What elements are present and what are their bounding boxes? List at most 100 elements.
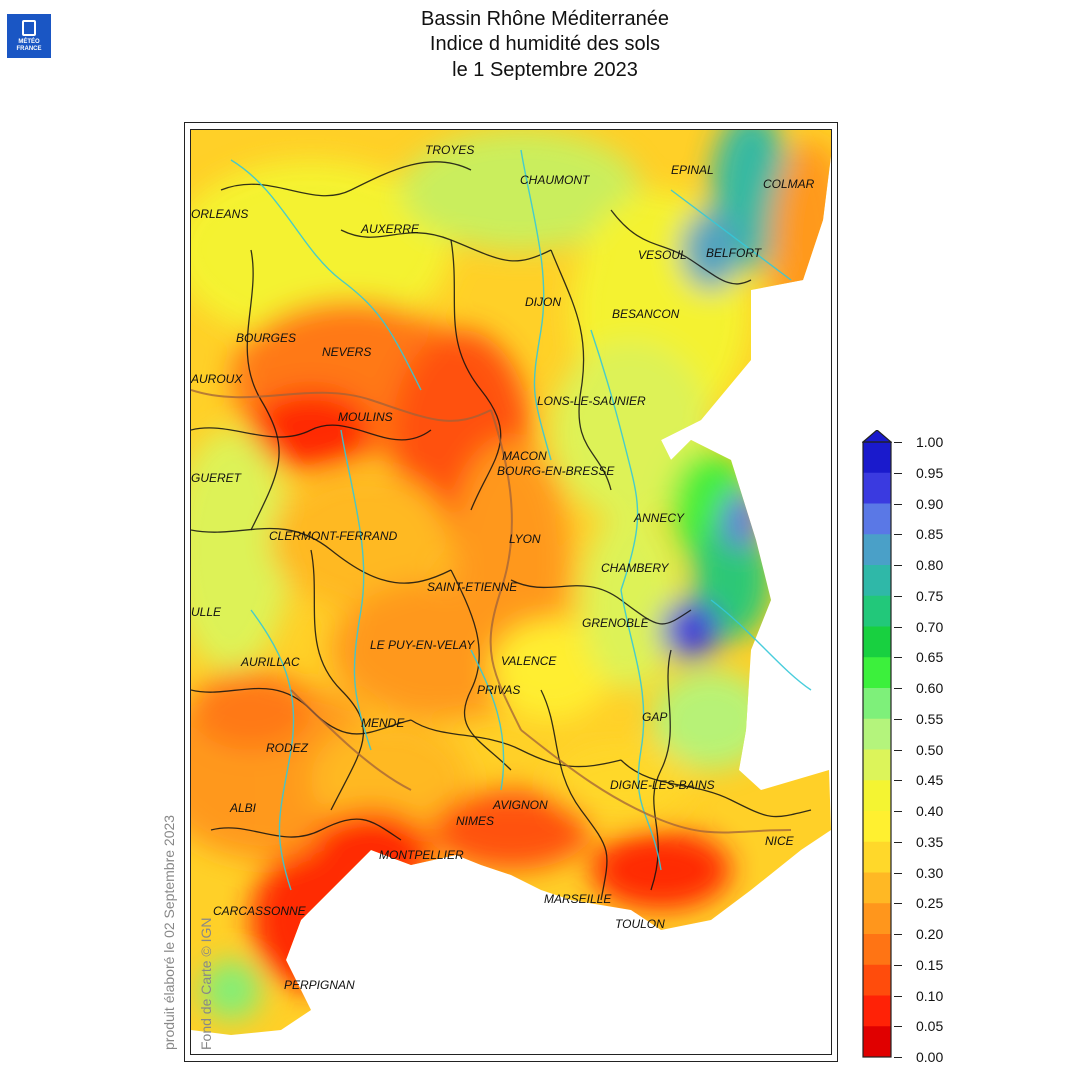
legend-color-cell	[863, 964, 891, 996]
title-line-1: Bassin Rhône Méditerranée	[421, 8, 669, 30]
city-label: COLMAR	[763, 177, 815, 191]
city-label: BESANCON	[612, 307, 680, 321]
city-label: MOULINS	[338, 410, 393, 424]
title-line-3: le 1 Septembre 2023	[452, 59, 638, 81]
city-label: PRIVAS	[477, 683, 521, 697]
legend-tick	[894, 534, 902, 536]
legend-tick-label: 0.85	[916, 526, 944, 543]
city-label: NEVERS	[322, 345, 372, 359]
legend-color-cell	[863, 1026, 891, 1058]
legend-color-cell	[863, 811, 891, 843]
legend-color-cell	[863, 688, 891, 720]
legend-tick-label: 0.95	[916, 464, 944, 481]
legend-tick-label: 0.30	[916, 864, 944, 881]
legend-tick-label: 0.40	[916, 803, 944, 819]
city-label: AURILLAC	[241, 655, 300, 669]
city-label: MONTPELLIER	[379, 848, 464, 862]
legend-tick	[894, 565, 902, 566]
legend-colorbar	[862, 430, 892, 1058]
legend-color-cell	[863, 872, 891, 904]
city-label: ULLE	[191, 605, 222, 619]
legend-color-cell	[863, 657, 891, 689]
city-label: LONS-LE-SAUNIER	[537, 394, 646, 408]
legend-tick-label: 0.15	[916, 956, 944, 973]
map-frame: TROYES CHAUMONT EPINAL COLMAR ORLEANS AU…	[184, 122, 838, 1062]
legend-tick	[894, 811, 902, 812]
legend-tick	[894, 964, 902, 966]
city-label: PERPIGNAN	[284, 978, 355, 992]
legend-color-cell	[863, 595, 891, 627]
meteo-france-logo: MÉTÉO FRANCE	[7, 14, 51, 58]
legend-tick-label: 1.00	[916, 434, 944, 450]
legend-tick	[894, 780, 902, 782]
city-label: ORLEANS	[191, 207, 249, 221]
legend-tick	[894, 995, 902, 997]
legend-color-cell	[863, 749, 891, 781]
legend-tick	[894, 749, 902, 751]
legend-tick	[894, 595, 902, 597]
legend-tick-label: 0.80	[916, 557, 944, 573]
legend-tick	[894, 503, 902, 505]
legend-arrow-icon	[862, 430, 892, 443]
legend-tick-label: 0.75	[916, 587, 944, 604]
legend-color-cell	[863, 903, 891, 935]
city-label: CHAUMONT	[520, 173, 590, 187]
city-label: DIGNE-LES-BAINS	[610, 778, 715, 792]
city-label: GRENOBLE	[582, 616, 649, 630]
city-label: GUERET	[191, 471, 242, 485]
legend-tick-label: 0.60	[916, 680, 944, 696]
legend-tick	[894, 1026, 902, 1028]
legend-color-cell	[863, 472, 891, 504]
legend-tick-label: 0.20	[916, 926, 944, 942]
city-label: DIJON	[525, 295, 561, 309]
legend-color-cell	[863, 841, 891, 873]
legend-tick	[894, 472, 902, 474]
legend-tick	[894, 1057, 902, 1058]
city-label: NICE	[765, 834, 794, 848]
city-label: SAINT-ETIENNE	[427, 580, 518, 594]
legend-color-cell	[863, 442, 891, 474]
map-area: TROYES CHAUMONT EPINAL COLMAR ORLEANS AU…	[190, 129, 832, 1055]
city-label: VALENCE	[501, 654, 557, 668]
legend-tick-label: 0.90	[916, 495, 944, 512]
logo-icon	[22, 20, 36, 36]
legend-color-cell	[863, 934, 891, 966]
city-label: ANNECY	[634, 511, 685, 525]
city-label: CHAMBERY	[601, 561, 669, 575]
city-label: AVIGNON	[493, 798, 548, 812]
title-line-2: Indice d humidité des sols	[429, 33, 661, 55]
legend-tick	[894, 903, 902, 905]
legend-tick	[894, 718, 902, 720]
legend-color-cell	[863, 565, 891, 597]
legend-tick-label: 0.10	[916, 987, 944, 1004]
legend-tick-label: 0.70	[916, 618, 944, 635]
city-label: BELFORT	[706, 246, 762, 260]
legend-color-cell	[863, 534, 891, 566]
legend-tick-label: 0.05	[916, 1018, 944, 1035]
city-label: BOURG-EN-BRESSE	[497, 464, 615, 478]
city-label: MARSEILLE	[544, 892, 612, 906]
city-label: TROYES	[425, 143, 475, 157]
city-label: MACON	[502, 449, 547, 463]
legend-color-cell	[863, 503, 891, 535]
legend-tick-label: 0.25	[916, 895, 944, 912]
legend-tick	[894, 626, 902, 628]
legend-color-cell	[863, 995, 891, 1027]
city-label: AUXERRE	[361, 222, 420, 236]
legend-tick-label: 0.55	[916, 710, 944, 727]
city-label: VESOUL	[638, 248, 687, 262]
legend-tick-label: 0.50	[916, 741, 944, 758]
city-label: TOULON	[615, 917, 665, 931]
logo-text: MÉTÉO FRANCE	[16, 39, 42, 52]
city-label: CARCASSONNE	[213, 904, 306, 918]
legend-tick	[894, 657, 902, 659]
soil-moisture-map	[191, 130, 831, 1035]
city-label: LE PUY-EN-VELAY	[370, 638, 475, 652]
legend-tick-label: 0.45	[916, 772, 944, 789]
legend-color-cell	[863, 718, 891, 750]
city-label: CLERMONT-FERRAND	[269, 529, 398, 543]
city-label: EPINAL	[671, 163, 714, 177]
city-label: ALBI	[230, 801, 257, 815]
city-label: MENDE	[361, 716, 405, 730]
legend-tick	[894, 934, 902, 935]
